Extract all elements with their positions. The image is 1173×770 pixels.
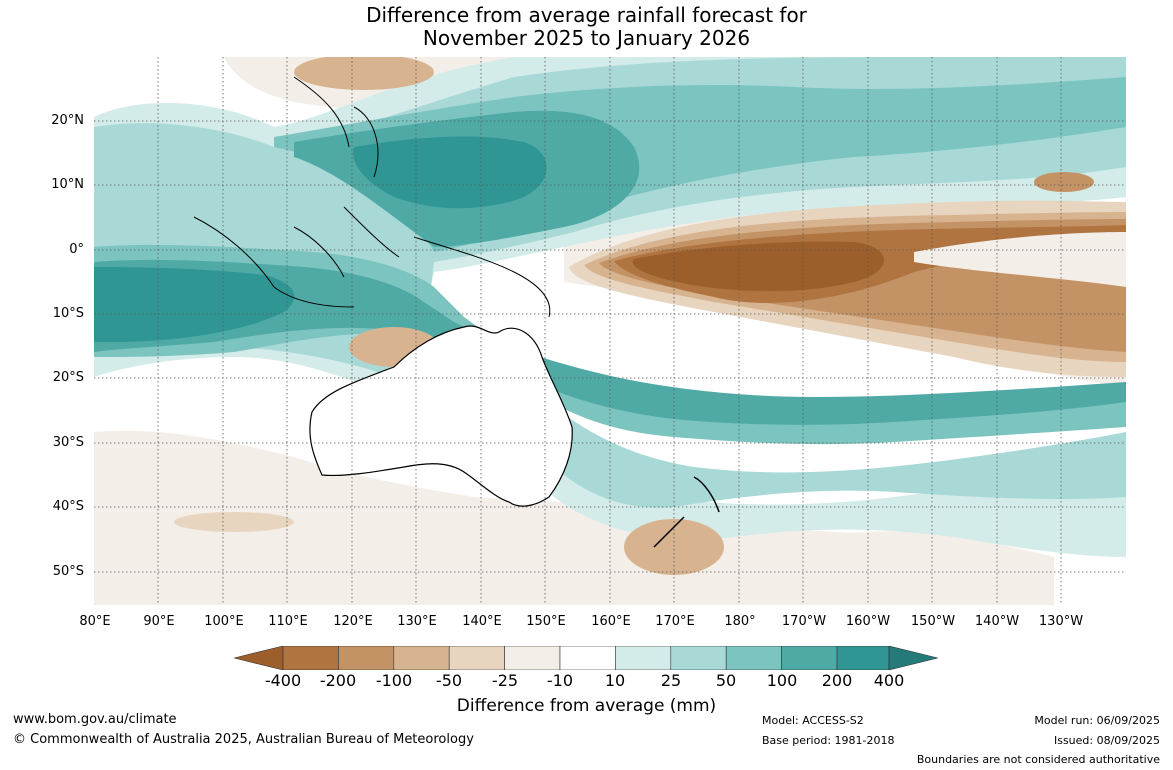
- chart-title: Difference from average rainfall forecas…: [0, 4, 1173, 50]
- issued-text: Issued: 08/09/2025: [1053, 734, 1160, 747]
- colorbar-bin-2: [338, 646, 395, 670]
- lon-label-100e: 100°E: [204, 614, 244, 629]
- lon-label-80e: 80°E: [79, 614, 111, 629]
- colorbar-tick-label: 10: [604, 671, 626, 690]
- colorbar-bin-11: [836, 646, 890, 670]
- colorbar-tick-label: -50: [435, 671, 463, 690]
- copyright-text: © Commonwealth of Australia 2025, Austra…: [13, 732, 474, 747]
- graticule: [94, 57, 1126, 605]
- lon-label-130w: 130°W: [1038, 614, 1084, 629]
- colorbar-tick-label: -200: [319, 671, 357, 690]
- colorbar-title: Difference from average (mm): [456, 696, 717, 716]
- colorbar-tick-label: -25: [491, 671, 519, 690]
- colorbar-tick-label: 50: [715, 671, 737, 690]
- lon-label-170w: 170°W: [781, 614, 827, 629]
- title-line-2: November 2025 to January 2026: [422, 26, 751, 50]
- lat-label-10s: 10°S: [52, 306, 84, 321]
- disclaimer-text: Boundaries are not considered authoritat…: [916, 753, 1160, 766]
- colorbar-tick-label: -10: [546, 671, 574, 690]
- colorbar-bin-1: [282, 646, 339, 670]
- colorbar-arrow-right: [888, 646, 938, 670]
- colorbar-bin-7: [615, 646, 672, 670]
- colorbar-bin-9: [725, 646, 782, 670]
- colorbar-bin-4: [448, 646, 505, 670]
- lat-label-20s: 20°S: [52, 370, 84, 385]
- legend-colorbar: [234, 646, 938, 670]
- lon-label-160e: 160°E: [591, 614, 631, 629]
- rainfall-map: [94, 57, 1126, 605]
- base-period-text: Base period: 1981-2018: [762, 734, 895, 747]
- lon-label-140e: 140°E: [462, 614, 502, 629]
- wet-very-heavy-areas: [94, 136, 547, 342]
- lon-label-110e: 110°E: [268, 614, 308, 629]
- dry-patches: [174, 57, 1094, 575]
- model-text: Model: ACCESS-S2: [762, 714, 864, 727]
- model-run-text: Model run: 06/09/2025: [1034, 714, 1160, 727]
- colorbar-bin-5: [504, 646, 561, 670]
- lon-label-170e: 170°E: [655, 614, 695, 629]
- colorbar-bin-6: [559, 646, 616, 670]
- colorbar-bin-10: [781, 646, 838, 670]
- colorbar-tick-label: 25: [660, 671, 682, 690]
- lon-label-120e: 120°E: [333, 614, 373, 629]
- lat-label-30s: 30°S: [52, 435, 84, 450]
- lat-label-0: 0°: [69, 242, 84, 257]
- title-line-1: Difference from average rainfall forecas…: [366, 3, 807, 27]
- colorbar-bin-8: [670, 646, 727, 670]
- lat-label-50s: 50°S: [52, 564, 84, 579]
- colorbar-tick-label: -400: [264, 671, 302, 690]
- dry-tongue: [569, 200, 1126, 377]
- lat-label-20n: 20°N: [51, 113, 84, 128]
- lat-label-10n: 10°N: [51, 177, 84, 192]
- lon-label-180: 180°: [724, 614, 756, 629]
- colorbar-tick-label: 200: [821, 671, 853, 690]
- rainfall-map-svg: [94, 57, 1126, 605]
- lon-label-130e: 130°E: [397, 614, 437, 629]
- lon-label-140w: 140°W: [974, 614, 1020, 629]
- colorbar-tick-label: 400: [873, 671, 905, 690]
- lon-label-90e: 90°E: [143, 614, 175, 629]
- maritime-continent-outlines: [193, 76, 551, 318]
- lat-label-40s: 40°S: [52, 499, 84, 514]
- lon-label-160w: 160°W: [845, 614, 891, 629]
- colorbar-tick-label: -100: [375, 671, 413, 690]
- lon-label-150e: 150°E: [526, 614, 566, 629]
- new-zealand-outline: [653, 476, 720, 548]
- website-link[interactable]: www.bom.gov.au/climate: [13, 712, 177, 727]
- lon-label-150w: 150°W: [910, 614, 956, 629]
- colorbar-arrow-left: [234, 646, 284, 670]
- colorbar-tick-label: 100: [766, 671, 798, 690]
- australia-outline: [309, 325, 573, 507]
- colorbar-bin-3: [393, 646, 450, 670]
